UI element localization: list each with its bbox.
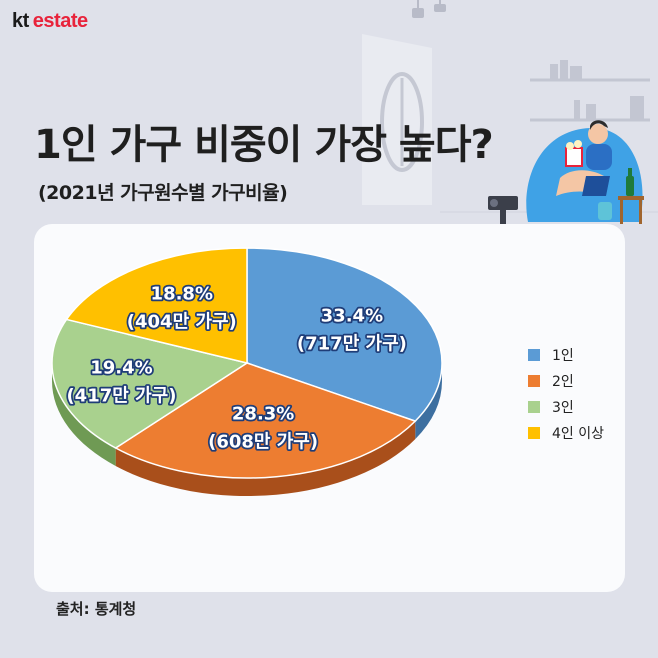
kt-estate-logo: kt estate xyxy=(12,10,88,33)
slice-households-label: (404만 가구) xyxy=(127,312,237,333)
legend-item-1: 1인 xyxy=(528,342,604,368)
slice-percent-label: 18.8% xyxy=(151,284,213,305)
legend-swatch xyxy=(528,401,540,413)
slice-percent-label: 33.4% xyxy=(321,306,383,327)
legend-label: 1인 xyxy=(552,348,574,364)
logo-product: estate xyxy=(32,10,88,32)
legend-item-4: 4인 이상 xyxy=(528,420,604,446)
legend-label: 4인 이상 xyxy=(552,426,604,442)
chart-subtitle: (2021년 가구원수별 가구비율) xyxy=(38,182,288,204)
slice-households-label: (608만 가구) xyxy=(208,432,318,453)
lamp-icon xyxy=(434,4,446,12)
chart-legend: 1인 2인 3인 4인 이상 xyxy=(528,342,604,446)
popcorn-icon xyxy=(565,147,583,167)
legend-item-3: 3인 xyxy=(528,394,604,420)
pie-data-labels: 33.4% (717만 가구) 28.3% (608만 가구) 19.4% (417만 가… xyxy=(65,282,409,454)
slice-households-label: (417만 가구) xyxy=(66,386,176,407)
pie-chart: 33.4% (717만 가구) 28.3% (608만 가구) 19.4% (417만 가… xyxy=(51,247,443,497)
slice-percent-label: 28.3% xyxy=(232,404,294,425)
bottle-icon xyxy=(626,176,634,196)
legend-swatch xyxy=(528,375,540,387)
pie-slice xyxy=(65,247,248,364)
pie-slice-side xyxy=(115,421,416,497)
legend-swatch xyxy=(528,427,540,439)
legend-label: 3인 xyxy=(552,400,574,416)
legend-item-2: 2인 xyxy=(528,368,604,394)
pie-slices xyxy=(51,247,443,479)
logo-brand: kt xyxy=(12,10,29,32)
source-note: 출처: 통계청 xyxy=(56,600,137,618)
background-illustration xyxy=(362,0,658,224)
slice-households-label: (717만 가구) xyxy=(297,334,407,355)
chart-title: 1인 가구 비중이 가장 높다? xyxy=(34,122,494,168)
pie-slice xyxy=(114,362,417,479)
legend-label: 2인 xyxy=(552,374,574,390)
legend-swatch xyxy=(528,349,540,361)
slice-percent-label: 19.4% xyxy=(90,358,152,379)
pie-3d-sides xyxy=(52,363,442,497)
pie-slice xyxy=(246,247,443,422)
jar-icon xyxy=(598,202,612,220)
lamp-icon xyxy=(412,8,424,18)
pie-slice-side xyxy=(52,363,116,467)
pie-slice-side xyxy=(415,363,442,440)
